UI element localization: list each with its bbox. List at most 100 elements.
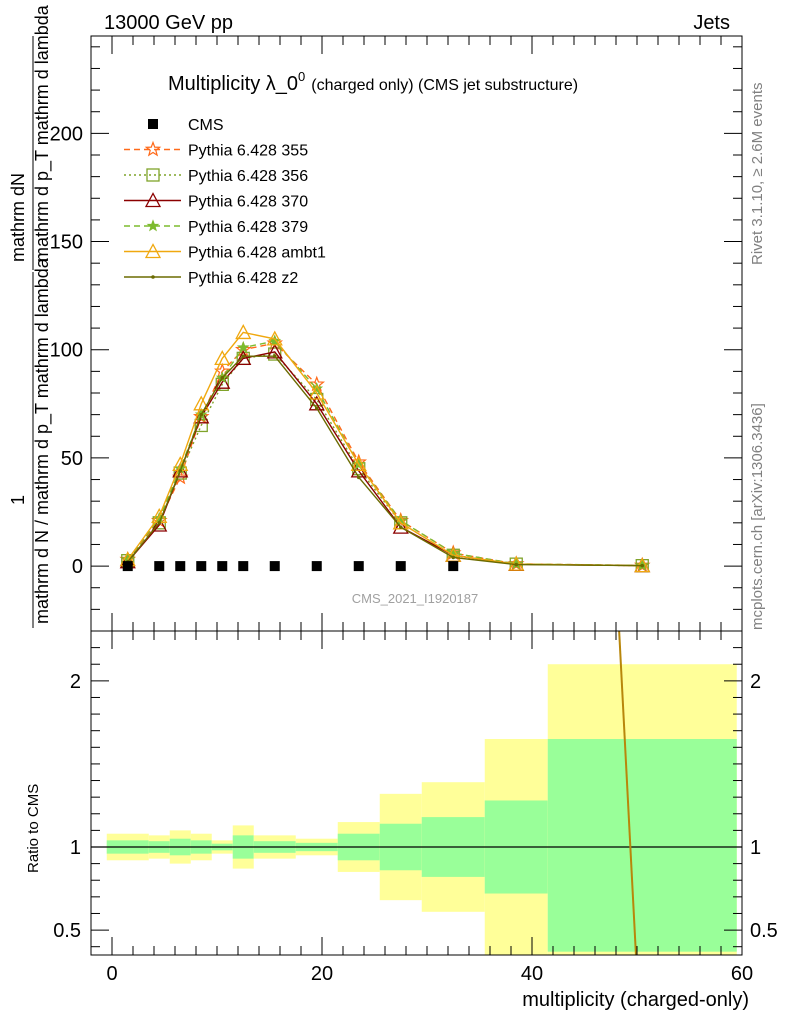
main-ytick-label: 150 bbox=[50, 232, 83, 254]
cms-data bbox=[122, 561, 459, 572]
legend-label: Pythia 6.428 379 bbox=[188, 219, 308, 236]
series-marker bbox=[220, 376, 225, 380]
series-marker bbox=[236, 340, 250, 353]
main-ytick-label: 200 bbox=[50, 123, 83, 145]
series-marker bbox=[241, 354, 246, 359]
series-marker bbox=[144, 140, 162, 157]
series-line bbox=[127, 355, 643, 567]
series-line bbox=[127, 351, 643, 567]
x-axis-label: multiplicity (charged-only) bbox=[522, 989, 749, 1011]
series-marker bbox=[146, 168, 160, 182]
series-0 bbox=[119, 334, 651, 573]
ylabel-factor-den: mathrm d N / mathrm d p_T mathrm d lambd… bbox=[32, 257, 53, 624]
series-marker bbox=[146, 219, 160, 232]
ratio-axes: 0.5 0.51 12 20 20 40 60 bbox=[53, 631, 778, 985]
series-marker bbox=[314, 406, 319, 410]
data-point bbox=[238, 561, 249, 572]
series-marker bbox=[214, 350, 231, 366]
series-marker bbox=[451, 555, 456, 560]
series-marker bbox=[350, 456, 367, 472]
series-2 bbox=[119, 343, 651, 573]
series-marker bbox=[266, 330, 283, 346]
series-marker bbox=[193, 408, 210, 424]
ratio-ytick-label-right: 0.5 bbox=[750, 920, 778, 942]
series-marker bbox=[194, 418, 208, 433]
main-title-sup: 0 bbox=[298, 69, 305, 84]
legend-label: Pythia 6.428 370 bbox=[188, 194, 308, 211]
data-point bbox=[175, 561, 186, 572]
xtick-label: 60 bbox=[731, 963, 753, 985]
main-ytick-label: 0 bbox=[72, 556, 83, 578]
ratio-ytick-label: 2 bbox=[70, 671, 81, 693]
series-line bbox=[127, 342, 643, 567]
data-point bbox=[448, 561, 459, 572]
data-point bbox=[217, 561, 228, 572]
data-point bbox=[395, 561, 406, 572]
legend: CMS Pythia 6.428 355 Pythia 6.428 356 Pythi… bbox=[124, 117, 326, 287]
ylabel-numerator: mathrm dN bbox=[8, 173, 28, 262]
ylabel-denominator: mathrm d p_T mathrm d lambda bbox=[32, 4, 53, 262]
series-line bbox=[127, 331, 643, 567]
series-5 bbox=[125, 354, 645, 568]
legend-label: CMS bbox=[188, 117, 224, 134]
ratio-ytick-label: 0.5 bbox=[53, 920, 81, 942]
ratio-ytick-label-right: 1 bbox=[750, 837, 761, 859]
data-point bbox=[196, 561, 207, 572]
series-marker bbox=[514, 562, 519, 567]
legend-label: Pythia 6.428 ambt1 bbox=[188, 245, 326, 262]
series-marker bbox=[151, 516, 168, 532]
ratio-ytick-label: 1 bbox=[70, 837, 81, 859]
series-marker bbox=[310, 381, 324, 395]
rivet-label: Rivet 3.1.10, ≥ 2.6M events bbox=[749, 83, 766, 266]
main-y-axis: 0 50 100 150 200 bbox=[50, 36, 743, 631]
data-point bbox=[154, 561, 165, 572]
ratio-mc-line bbox=[618, 630, 637, 956]
series-marker bbox=[235, 324, 252, 340]
legend-label: Pythia 6.428 356 bbox=[188, 168, 308, 185]
series-marker bbox=[144, 243, 162, 259]
series-4 bbox=[119, 324, 651, 573]
xtick-label: 0 bbox=[106, 963, 117, 985]
series-marker bbox=[199, 412, 204, 417]
data-point bbox=[311, 561, 322, 572]
mcplots-label: mcplots.cern.ch [arXiv:1306.3436] bbox=[749, 403, 766, 630]
series-marker bbox=[178, 469, 183, 473]
ratio-frame bbox=[90, 630, 743, 956]
data-point bbox=[353, 561, 364, 572]
series-line bbox=[127, 353, 643, 567]
series-marker bbox=[640, 563, 645, 568]
main-ytick-label: 50 bbox=[61, 448, 83, 470]
series-marker bbox=[398, 525, 403, 529]
series-marker bbox=[356, 475, 361, 480]
ratio-band-stat bbox=[547, 739, 737, 952]
ratio-ytick-label-right: 2 bbox=[750, 671, 761, 693]
main-plot-area bbox=[119, 324, 651, 573]
series-marker bbox=[308, 384, 325, 400]
ratio-panel: 0.5 0.51 12 20 20 40 60 Ratio to CMS multiplic… bbox=[25, 630, 778, 1011]
series-marker bbox=[193, 395, 210, 411]
series-marker bbox=[157, 521, 162, 525]
analysis-watermark: CMS_2021_I1920187 bbox=[352, 591, 479, 606]
series-marker bbox=[392, 518, 409, 534]
main-title-suffix: (charged only) (CMS jet substructure) bbox=[311, 77, 578, 94]
series-marker bbox=[144, 192, 162, 208]
main-title-text: Multiplicity λ_0 bbox=[168, 73, 298, 95]
series-3 bbox=[121, 334, 649, 571]
ylabel-factor-num: 1 bbox=[8, 495, 28, 505]
xtick-label: 40 bbox=[521, 963, 543, 985]
ratio-plot-area bbox=[91, 630, 742, 956]
header-right: Jets bbox=[693, 12, 730, 34]
legend-label: Pythia 6.428 355 bbox=[188, 143, 308, 160]
ratio-ylabel: Ratio to CMS bbox=[25, 784, 42, 873]
xtick-label: 20 bbox=[311, 963, 333, 985]
main-ytick-label: 100 bbox=[50, 340, 83, 362]
series-marker bbox=[507, 555, 525, 571]
series-marker bbox=[235, 350, 252, 366]
legend-label: Pythia 6.428 z2 bbox=[188, 270, 298, 287]
header-left: 13000 GeV pp bbox=[104, 12, 233, 34]
series-marker bbox=[151, 275, 155, 279]
series-1 bbox=[121, 347, 649, 573]
